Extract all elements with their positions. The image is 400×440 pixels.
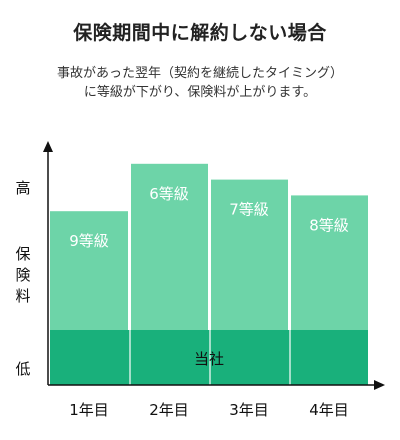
x-tick-1: 1年目 — [69, 401, 109, 419]
y-axis-title-char: 料 — [15, 287, 30, 305]
x-tick-4: 4年目 — [309, 401, 349, 419]
bar-separator — [289, 128, 291, 385]
y-axis-title-char: 保 — [15, 245, 30, 263]
bar-label-2: 6等級 — [149, 185, 189, 203]
base-separator — [209, 330, 211, 385]
subtitle-line-1: 事故があった翌年（契約を継続したタイミング） — [56, 66, 343, 81]
base-separator — [289, 330, 291, 385]
subtitle-line-2: に等級が下がり、保険料が上がります。 — [83, 85, 317, 100]
y-high-label: 高 — [15, 179, 30, 197]
bar-separator — [209, 128, 211, 385]
x-tick-3: 3年目 — [229, 401, 269, 419]
x-axis-arrow — [374, 380, 385, 390]
bar-label-3: 7等級 — [229, 201, 269, 219]
bar-separator — [129, 128, 131, 385]
y-axis-arrow — [43, 141, 53, 152]
chart-title: 保険期間中に解約しない場合 — [73, 22, 327, 44]
bar-label-1: 9等級 — [69, 232, 109, 250]
x-tick-2: 2年目 — [149, 401, 189, 419]
y-low-label: 低 — [15, 360, 30, 378]
axes-group — [43, 141, 385, 390]
chart-subtitle: 事故があった翌年（契約を継続したタイミング） に等級が下がり、保険料が上がります… — [0, 64, 400, 102]
y-axis-title: 保険料 — [15, 245, 30, 305]
bar-label-4: 8等級 — [309, 216, 349, 234]
x-tick-labels: 1年目 2年目 3年目 4年目 — [69, 401, 349, 419]
base-band-label: 当社 — [194, 350, 224, 368]
y-axis-title-char: 険 — [15, 266, 30, 284]
base-separator — [129, 330, 131, 385]
